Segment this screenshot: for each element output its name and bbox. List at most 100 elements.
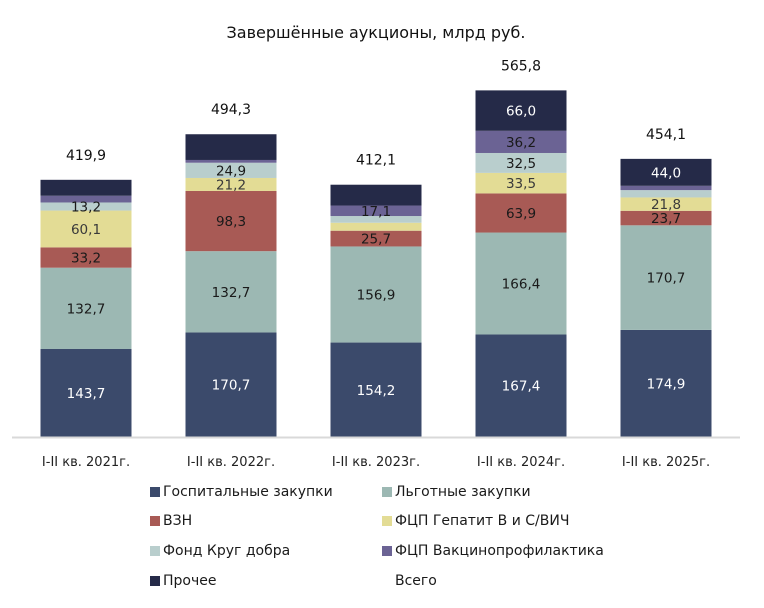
legend-swatch-hepatitis (382, 516, 392, 526)
bar-segment-hepatitis (40, 210, 132, 248)
bar-segment-hospital (40, 348, 132, 437)
data-label-vzn: 98,3 (216, 214, 246, 230)
data-label-vzn: 23,7 (651, 211, 681, 227)
x-tick-label: I-II кв. 2023г. (332, 455, 420, 470)
data-label-hepatitis: 33,5 (506, 176, 536, 192)
total-label: 565,8 (501, 58, 541, 74)
bar-segment-hepatitis (475, 172, 567, 194)
data-label-krug-dobra: 13,2 (71, 200, 101, 216)
data-label-hepatitis: 21,2 (216, 177, 246, 193)
bar-segment-other (620, 158, 712, 186)
data-label-vaccine: 17,1 (361, 204, 391, 220)
data-label-vzn: 63,9 (506, 206, 536, 222)
bar-segment-preferential (620, 225, 712, 330)
data-label-other: 66,0 (506, 104, 536, 120)
data-label-krug-dobra: 24,9 (216, 163, 246, 179)
bar-segment-krug-dobra (330, 216, 422, 223)
legend-item-hepatitis: ФЦП Гепатит В и С/ВИЧ (382, 513, 569, 529)
bar-segment-krug-dobra (475, 152, 567, 173)
data-label-vzn: 33,2 (71, 251, 101, 267)
legend-label: Льготные закупки (395, 484, 531, 500)
data-label-vzn: 25,7 (361, 232, 391, 248)
legend-label: ФЦП Вакцинопрофилактика (395, 543, 604, 559)
bar-segment-preferential (330, 246, 422, 343)
bar-segment-vaccine (620, 185, 712, 191)
legend-item-vaccine: ФЦП Вакцинопрофилактика (382, 543, 604, 559)
data-label-preferential: 132,7 (67, 301, 106, 317)
bar-segment-vaccine (40, 195, 132, 203)
bar-segment-krug-dobra (185, 162, 277, 178)
bar-stack: 170,7 132,7 98,3 21,224,9 (185, 134, 277, 437)
bar-stack: 174,9 170,7 23,721,8 44,0 (620, 158, 712, 437)
legend-item-vzn: ВЗН (150, 513, 192, 529)
legend-swatch-hospital (150, 487, 160, 497)
data-label-preferential: 132,7 (212, 285, 251, 301)
bar-stack: 143,7 132,7 33,2 60,1 13,2 (40, 179, 132, 437)
legend-swatch-vaccine (382, 546, 392, 556)
x-tick-label: I-II кв. 2024г. (477, 455, 565, 470)
data-label-other: 44,0 (651, 165, 681, 181)
bar-segment-preferential (475, 232, 567, 335)
bar-segment-other (330, 184, 422, 206)
total-label: 412,1 (356, 153, 396, 169)
legend-swatch-preferential (382, 487, 392, 497)
bar-segment-hospital (475, 334, 567, 437)
bar-segment-hepatitis (185, 177, 277, 191)
bar-segment-vaccine (330, 205, 422, 217)
legend-label: Госпитальные закупки (163, 484, 333, 500)
bars-group: 143,7 132,7 33,2 60,1 13,2 170,7 132,7 98,3 21,2… (40, 90, 712, 437)
data-label-hospital: 174,9 (647, 376, 686, 392)
legend-item-total: Всего (395, 573, 437, 589)
total-label: 494,3 (211, 102, 251, 118)
legend-swatch-vzn (150, 516, 160, 526)
bar-segment-hospital (330, 342, 422, 437)
bar-segment-vzn (40, 247, 132, 268)
legend-item-preferential: Льготные закупки (382, 484, 531, 500)
bar-segment-preferential (185, 251, 277, 333)
bar-segment-vaccine (475, 130, 567, 153)
legend-label: Всего (395, 573, 437, 589)
bar-segment-preferential (40, 267, 132, 349)
bar-stack: 167,4 166,4 63,9 33,5 32,5 36,2 66,0 (475, 90, 567, 437)
data-label-hospital: 143,7 (67, 386, 106, 402)
x-tick-labels: I-II кв. 2021г. I-II кв. 2022г. I-II кв. 2… (42, 455, 710, 470)
data-label-hospital: 154,2 (357, 383, 396, 399)
bar-segment-krug-dobra (620, 190, 712, 198)
total-label: 454,1 (646, 127, 686, 143)
legend-swatch-other (150, 576, 160, 586)
legend-label: Прочее (163, 573, 217, 589)
bar-segment-vaccine (185, 159, 277, 163)
bar-segment-hospital (185, 332, 277, 437)
bar-segment-hospital (620, 329, 712, 437)
bar-stack: 154,2 156,9 25,7 17,1 (330, 184, 422, 437)
x-tick-label: I-II кв. 2025г. (622, 455, 710, 470)
data-label-vaccine: 36,2 (506, 135, 536, 151)
total-labels: 419,9 494,3 412,1 565,8 454,1 (66, 58, 686, 168)
bar-segment-other (40, 179, 132, 196)
bar-segment-other (185, 134, 277, 160)
legend-label: ВЗН (163, 513, 193, 529)
stacked-bar-chart: Завершённые аукционы, млрд руб. 143,7 132… (12, 23, 740, 470)
legend-item-other: Прочее (150, 573, 216, 589)
bar-segment-vzn (185, 190, 277, 252)
legend-item-krug-dobra: Фонд Круг добра (150, 543, 290, 559)
bar-segment-vzn (620, 210, 712, 226)
legend-label: Фонд Круг добра (163, 543, 291, 559)
data-label-hepatitis: 60,1 (71, 222, 101, 238)
total-label: 419,9 (66, 148, 106, 164)
data-label-hepatitis: 21,8 (651, 197, 681, 213)
bar-segment-krug-dobra (40, 202, 132, 211)
legend-item-hospital: Госпитальные закупки (150, 484, 333, 500)
data-label-hospital: 170,7 (212, 378, 251, 394)
legend-label: ФЦП Гепатит В и С/ВИЧ (395, 513, 570, 529)
x-tick-label: I-II кв. 2021г. (42, 455, 130, 470)
chart-title: Завершённые аукционы, млрд руб. (227, 23, 526, 42)
data-label-hospital: 167,4 (502, 379, 541, 395)
bar-segment-hepatitis (620, 197, 712, 211)
data-label-preferential: 166,4 (502, 277, 541, 293)
bar-segment-hepatitis (330, 222, 422, 231)
bar-segment-vzn (475, 193, 567, 233)
data-label-preferential: 156,9 (357, 288, 396, 304)
data-label-krug-dobra: 32,5 (506, 156, 536, 172)
x-tick-label: I-II кв. 2022г. (187, 455, 275, 470)
